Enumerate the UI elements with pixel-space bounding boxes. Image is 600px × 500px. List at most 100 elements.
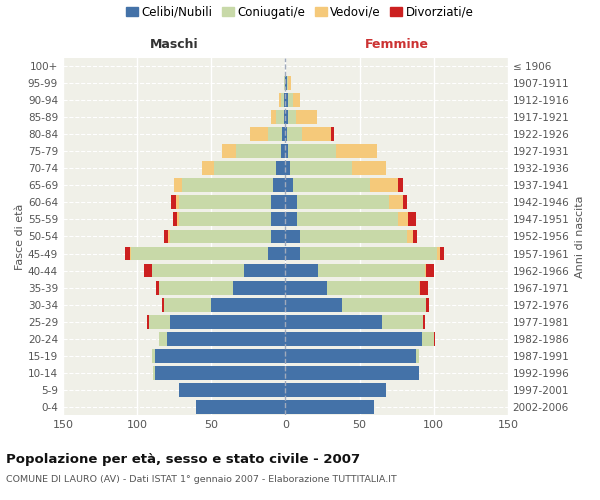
Bar: [271, 230, 286, 243]
Bar: [286, 128, 287, 141]
Bar: [286, 348, 416, 362]
Bar: [211, 298, 286, 312]
Bar: [170, 314, 286, 328]
Bar: [352, 162, 386, 175]
Bar: [281, 94, 284, 108]
Bar: [284, 110, 286, 124]
Bar: [171, 196, 176, 209]
Bar: [157, 280, 159, 294]
Bar: [426, 264, 434, 278]
Bar: [155, 348, 286, 362]
Bar: [425, 264, 426, 278]
Bar: [293, 178, 370, 192]
Bar: [287, 128, 302, 141]
Bar: [164, 230, 168, 243]
Bar: [155, 366, 286, 380]
Bar: [167, 332, 286, 345]
Bar: [286, 144, 289, 158]
Bar: [277, 162, 286, 175]
Bar: [419, 280, 421, 294]
Bar: [286, 264, 318, 278]
Bar: [221, 144, 236, 158]
Bar: [152, 264, 244, 278]
Bar: [302, 128, 331, 141]
Bar: [434, 332, 435, 345]
Bar: [179, 212, 271, 226]
Bar: [233, 280, 286, 294]
Bar: [286, 400, 374, 413]
Bar: [286, 246, 300, 260]
Bar: [284, 76, 286, 90]
Bar: [268, 246, 286, 260]
Bar: [131, 246, 268, 260]
Bar: [283, 128, 286, 141]
Bar: [268, 128, 283, 141]
Bar: [281, 144, 286, 158]
Bar: [214, 162, 277, 175]
Bar: [271, 110, 277, 124]
Bar: [174, 178, 182, 192]
Bar: [177, 212, 179, 226]
Bar: [300, 246, 437, 260]
Bar: [342, 298, 426, 312]
Text: Femmine: Femmine: [365, 38, 428, 51]
Bar: [159, 280, 233, 294]
Bar: [423, 314, 425, 328]
Bar: [398, 178, 403, 192]
Bar: [293, 94, 300, 108]
Bar: [286, 230, 300, 243]
Bar: [416, 348, 419, 362]
Bar: [271, 196, 286, 209]
Bar: [286, 76, 287, 90]
Bar: [382, 314, 423, 328]
Bar: [196, 400, 286, 413]
Bar: [336, 144, 377, 158]
Bar: [145, 264, 152, 278]
Bar: [277, 110, 284, 124]
Bar: [286, 314, 382, 328]
Bar: [422, 332, 434, 345]
Bar: [290, 162, 352, 175]
Y-axis label: Anni di nascita: Anni di nascita: [575, 195, 585, 278]
Bar: [286, 212, 297, 226]
Bar: [152, 348, 155, 362]
Bar: [202, 162, 214, 175]
Bar: [426, 298, 429, 312]
Bar: [125, 246, 130, 260]
Text: COMUNE DI LAURO (AV) - Dati ISTAT 1° gennaio 2007 - Elaborazione TUTTITALIA.IT: COMUNE DI LAURO (AV) - Dati ISTAT 1° gen…: [6, 476, 397, 484]
Bar: [286, 94, 289, 108]
Bar: [413, 230, 418, 243]
Bar: [297, 196, 389, 209]
Bar: [289, 144, 336, 158]
Legend: Celibi/Nubili, Coniugati/e, Vedovi/e, Divorziati/e: Celibi/Nubili, Coniugati/e, Vedovi/e, Di…: [122, 1, 478, 24]
Bar: [271, 212, 286, 226]
Bar: [407, 230, 413, 243]
Bar: [179, 196, 271, 209]
Bar: [286, 196, 297, 209]
Bar: [370, 178, 398, 192]
Text: Maschi: Maschi: [150, 38, 199, 51]
Bar: [130, 246, 131, 260]
Bar: [403, 196, 407, 209]
Bar: [170, 230, 271, 243]
Bar: [159, 332, 167, 345]
Bar: [162, 298, 164, 312]
Bar: [440, 246, 444, 260]
Bar: [409, 212, 416, 226]
Bar: [286, 280, 327, 294]
Bar: [289, 110, 296, 124]
Bar: [274, 178, 286, 192]
Bar: [296, 110, 317, 124]
Bar: [437, 246, 440, 260]
Bar: [286, 162, 290, 175]
Bar: [421, 280, 428, 294]
Bar: [280, 94, 281, 108]
Bar: [289, 76, 291, 90]
Bar: [287, 76, 289, 90]
Bar: [179, 382, 286, 396]
Bar: [173, 212, 177, 226]
Bar: [318, 264, 425, 278]
Bar: [284, 94, 286, 108]
Bar: [327, 280, 419, 294]
Bar: [236, 144, 281, 158]
